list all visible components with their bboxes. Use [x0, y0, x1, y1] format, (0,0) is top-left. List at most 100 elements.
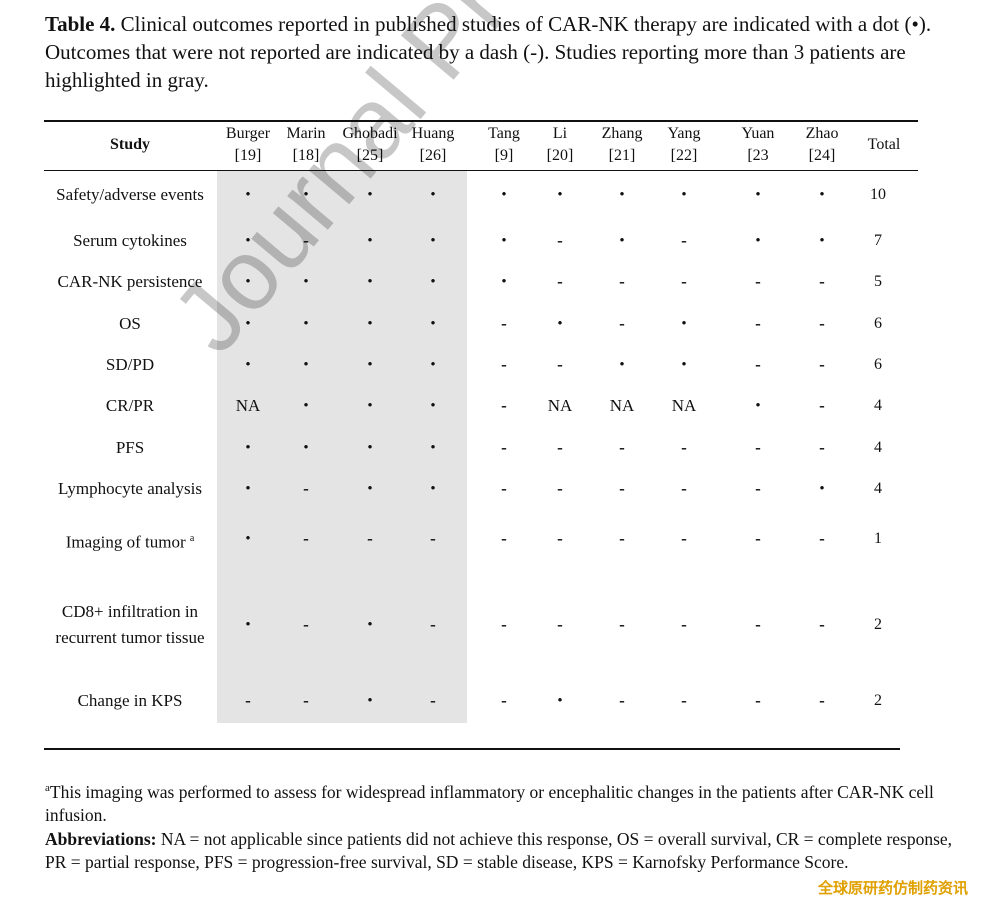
table-cell: •: [303, 440, 309, 456]
table-cell: -: [755, 615, 761, 634]
row-label: Change in KPS: [44, 688, 216, 714]
study-column-header: Yuan [23: [723, 123, 793, 167]
table-cell: -: [501, 314, 507, 333]
row-label: CD8+ infiltration in recurrent tumor tis…: [44, 599, 216, 651]
study-name: Huang: [411, 125, 455, 142]
table-cell: •: [430, 398, 436, 414]
study-ref: [9]: [494, 147, 514, 164]
table-caption: Table 4. Clinical outcomes reported in p…: [45, 10, 950, 94]
row-label-text: CD8+ infiltration in recurrent tumor tis…: [55, 602, 205, 647]
table-cell: -: [557, 529, 563, 548]
study-header: Study: [109, 136, 151, 153]
table-cell: •: [501, 233, 507, 249]
study-ref: [24]: [808, 147, 836, 164]
abbreviations-text: NA = not applicable since patients did n…: [45, 828, 953, 873]
table-cell: •: [245, 531, 251, 547]
table-cell: -: [619, 479, 625, 498]
study-name: Zhang: [601, 125, 643, 142]
table-bottom-rule: [44, 748, 900, 750]
row-label-text: Imaging of tumor: [65, 532, 186, 552]
study-ref: [22]: [670, 147, 698, 164]
study-column-header: Ghobadi [25]: [335, 123, 405, 167]
table-cell: -: [819, 615, 825, 634]
table-cell: •: [245, 233, 251, 249]
table-cell: •: [430, 187, 436, 203]
table-cell: -: [681, 272, 687, 291]
row-label-text: CR/PR: [105, 396, 155, 415]
table-cell: •: [501, 187, 507, 203]
row-label: SD/PD: [44, 352, 216, 378]
study-ref: [25]: [356, 147, 384, 164]
table-cell: •: [245, 357, 251, 373]
table-caption-text: Clinical outcomes reported in published …: [45, 12, 932, 92]
table-cell: -: [557, 272, 563, 291]
table-cell: •: [303, 398, 309, 414]
table-cell: •: [819, 187, 825, 203]
table-cell: -: [303, 479, 309, 498]
table-cell: •: [245, 440, 251, 456]
table-cell: •: [245, 274, 251, 290]
table-header-rule: [44, 170, 918, 171]
row-total: 2: [874, 616, 882, 633]
study-column-header: Yang [22]: [649, 123, 719, 167]
row-total: 5: [874, 273, 882, 290]
table-cell: -: [819, 438, 825, 457]
table-cell: •: [819, 233, 825, 249]
table-cell: -: [501, 691, 507, 710]
table-cell: -: [303, 691, 309, 710]
table-cell: -: [367, 529, 373, 548]
study-name: Yuan: [741, 125, 775, 142]
table-cell: •: [367, 187, 373, 203]
table-cell: -: [681, 231, 687, 250]
table-cell: -: [681, 479, 687, 498]
table-cell: •: [430, 233, 436, 249]
table-cell: •: [245, 187, 251, 203]
abbreviations-label: Abbreviations:: [45, 828, 157, 849]
table-cell: -: [619, 438, 625, 457]
study-name: Yang: [667, 125, 701, 142]
row-label: PFS: [44, 435, 216, 461]
table-cell: NA: [547, 396, 573, 415]
table-cell: •: [557, 693, 563, 709]
table-cell: -: [303, 529, 309, 548]
table-cell: •: [819, 481, 825, 497]
study-ref: [21]: [608, 147, 636, 164]
table-cell: -: [755, 438, 761, 457]
table-cell: •: [681, 316, 687, 332]
table-cell: •: [557, 187, 563, 203]
table-cell: -: [303, 231, 309, 250]
table-cell: -: [557, 355, 563, 374]
study-name: Marin: [286, 125, 326, 142]
study-column-header: Li [20]: [525, 123, 595, 167]
table-cell: •: [367, 693, 373, 709]
row-label-footnote-marker: a: [189, 533, 195, 544]
table-cell: •: [755, 187, 761, 203]
row-total: 6: [874, 356, 882, 373]
table-cell: •: [245, 481, 251, 497]
table-cell: -: [819, 691, 825, 710]
table-cell: -: [619, 615, 625, 634]
table-cell: •: [557, 316, 563, 332]
row-total: 4: [874, 397, 882, 414]
table-cell: •: [619, 357, 625, 373]
table-cell: -: [755, 479, 761, 498]
row-label: CAR-NK persistence: [44, 269, 216, 295]
table-cell: -: [430, 615, 436, 634]
table-cell: -: [501, 438, 507, 457]
row-label-text: PFS: [115, 438, 145, 457]
gray-highlight-region: [217, 171, 467, 723]
table-cell: -: [430, 691, 436, 710]
study-column-header: Burger [19]: [213, 123, 283, 167]
footnote-marker: a: [45, 782, 50, 794]
row-total: 4: [874, 439, 882, 456]
table-cell: -: [681, 691, 687, 710]
table-cell: •: [245, 316, 251, 332]
table-cell: •: [303, 357, 309, 373]
study-name: Li: [552, 125, 568, 142]
row-total: 4: [874, 480, 882, 497]
table-footnote: aThis imaging was performed to assess fo…: [45, 777, 955, 875]
table-cell: •: [367, 233, 373, 249]
table-cell: -: [755, 272, 761, 291]
table-cell: -: [557, 438, 563, 457]
row-label-text: Lymphocyte analysis: [57, 479, 202, 498]
